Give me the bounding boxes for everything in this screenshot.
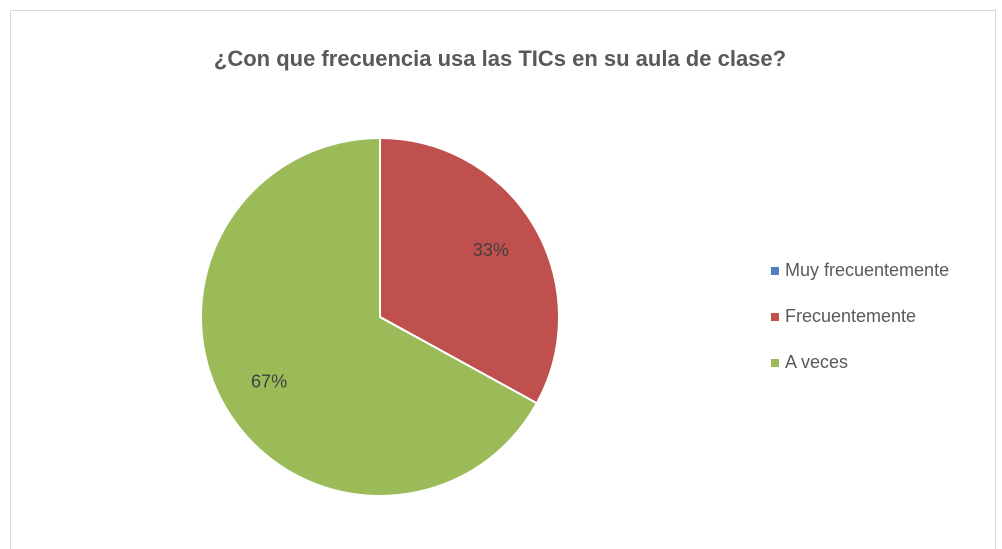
legend-swatch (771, 359, 779, 367)
legend-label: A veces (785, 352, 848, 372)
pie-slice (200, 136, 539, 497)
data-label: 33% (473, 240, 509, 260)
legend-swatch (771, 267, 779, 275)
legend-swatch (771, 313, 779, 321)
legend-label: Muy frecuentemente (785, 260, 949, 280)
data-label: 67% (251, 371, 287, 391)
legend-label: Frecuentemente (785, 306, 916, 326)
chart-title: ¿Con que frecuencia usa las TICs en su a… (214, 46, 786, 71)
pie-slice (379, 136, 560, 405)
